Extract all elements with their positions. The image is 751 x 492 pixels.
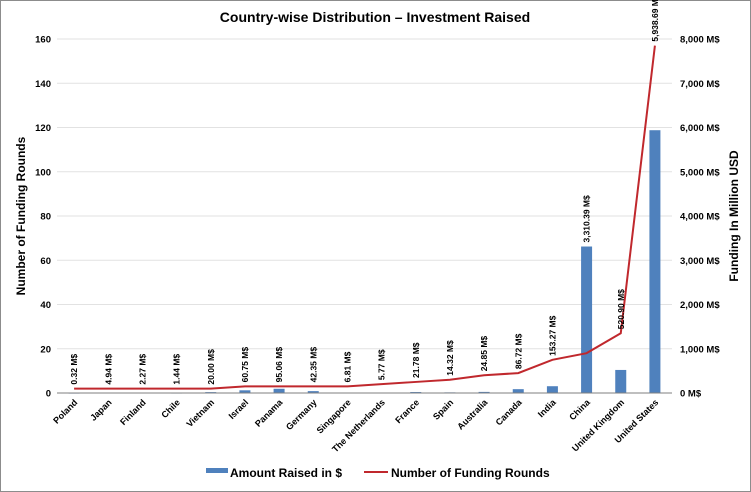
x-tick-label: Germany <box>284 397 319 432</box>
x-tick-label: Australia <box>455 397 490 432</box>
data-label: 6.81 M$ <box>342 351 352 382</box>
data-label: 5.77 M$ <box>377 349 387 380</box>
data-label: 21.78 M$ <box>411 342 421 378</box>
bar <box>478 391 490 393</box>
x-tick-label: Vietnam <box>184 397 216 429</box>
data-label: 3,310.39 M$ <box>582 195 592 243</box>
y-right-tick-label: 5,000 M$ <box>680 167 720 178</box>
bar <box>273 388 285 393</box>
x-tick-label: Spain <box>431 397 455 421</box>
data-label: 0.32 M$ <box>69 354 79 385</box>
data-label: 24.85 M$ <box>479 336 489 372</box>
x-tick-label: China <box>567 397 592 422</box>
y-left-tick-label: 20 <box>40 344 51 355</box>
y-left-tick-label: 100 <box>35 167 51 178</box>
legend-bar-label: Amount Raised in $ <box>230 466 342 480</box>
data-label: 5,938.69 M$ <box>650 0 660 42</box>
bar <box>649 130 661 394</box>
x-tick-label: Finland <box>118 397 148 427</box>
x-tick-label: Panama <box>253 397 285 429</box>
y-right-tick-label: 0 M$ <box>680 389 702 400</box>
y-left-tick-label: 160 <box>35 35 51 46</box>
chart-title: Country-wise Distribution – Investment R… <box>220 9 530 25</box>
bar <box>581 246 593 393</box>
y-right-tick-label: 8,000 M$ <box>680 35 720 46</box>
y-right-tick-label: 2,000 M$ <box>680 300 720 311</box>
data-label: 4.94 M$ <box>103 354 113 385</box>
bar <box>546 386 558 393</box>
data-label: 153.27 M$ <box>547 315 557 355</box>
x-tick-label: Poland <box>51 397 79 425</box>
y-right-axis-title: Funding In Million USD <box>727 150 741 282</box>
y-left-tick-label: 40 <box>40 300 51 311</box>
data-label: 95.06 M$ <box>274 347 284 383</box>
data-label: 86.72 M$ <box>513 333 523 369</box>
data-label: 60.75 M$ <box>240 347 250 383</box>
data-label: 20.00 M$ <box>206 349 216 385</box>
x-tick-label: Japan <box>88 397 113 422</box>
legend-line-label: Number of Funding Rounds <box>391 466 550 480</box>
y-right-tick-label: 1,000 M$ <box>680 344 720 355</box>
x-tick-label: India <box>536 397 559 420</box>
line-series <box>74 45 656 390</box>
data-label: 2.27 M$ <box>137 354 147 385</box>
bar <box>615 369 627 393</box>
legend-bar-swatch <box>206 468 228 473</box>
y-left-tick-label: 80 <box>40 212 51 223</box>
x-tick-label: Chile <box>159 397 182 420</box>
data-label: 42.35 M$ <box>308 347 318 383</box>
y-left-tick-label: 60 <box>40 256 51 267</box>
x-tick-label: Canada <box>494 397 525 428</box>
bar <box>239 390 251 393</box>
x-tick-label: Israel <box>227 397 251 421</box>
data-label: 14.32 M$ <box>445 340 455 376</box>
y-left-tick-label: 120 <box>35 123 51 134</box>
bar <box>512 389 524 393</box>
data-label: 520.90 M$ <box>616 289 626 329</box>
y-left-tick-label: 140 <box>35 79 51 90</box>
y-right-tick-label: 6,000 M$ <box>680 123 720 134</box>
bar <box>307 391 319 393</box>
x-tick-label: France <box>393 397 421 425</box>
data-label: 1.44 M$ <box>172 354 182 385</box>
y-right-tick-label: 4,000 M$ <box>680 212 720 223</box>
y-right-tick-label: 3,000 M$ <box>680 256 720 267</box>
y-left-tick-label: 0 <box>46 389 51 400</box>
y-right-tick-label: 7,000 M$ <box>680 79 720 90</box>
y-left-axis-title: Number of Funding Rounds <box>14 136 28 295</box>
